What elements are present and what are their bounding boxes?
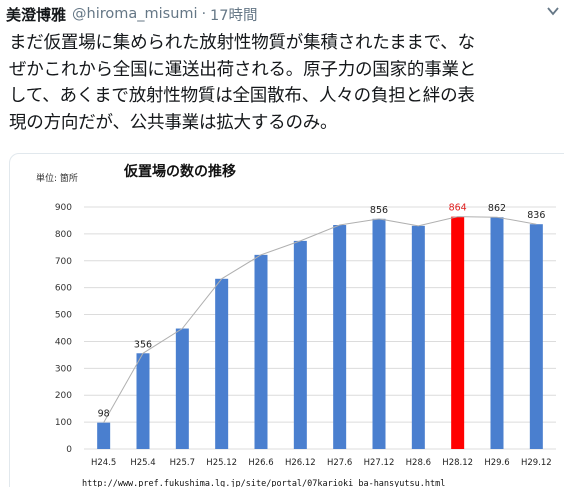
data-label: 98 [98,409,110,420]
tweet-text-line: して、あくまで放射性物質は全国散布、人々の負担と絆の表 [9,86,475,106]
chevron-down-icon[interactable] [546,4,560,18]
tweet-text: まだ仮置場に集められた放射性物質が集積されたままで、な ぜかこれから全国に運送出… [9,30,561,136]
data-label: 856 [370,205,388,216]
chart-image[interactable]: 単位: 箇所 仮置場の数の推移 0 100 200 300 400 500 600 700 80… [9,153,564,487]
timestamp[interactable]: 17時間 [210,7,258,24]
y-tick-label: 100 [55,418,72,428]
bar [136,353,150,449]
x-tick-label: H28.12 [442,458,473,468]
x-tick-label: H26.12 [285,458,316,468]
bar [529,224,543,449]
bar [254,254,268,449]
separator-dot: · [201,6,207,22]
tweet-text-line: 現の方向だが、公共事業は拡大するのみ。 [9,112,338,133]
bar [175,328,189,449]
x-tick-label: H25.12 [206,458,237,468]
bar [333,225,347,449]
data-label: 836 [527,210,545,221]
x-tick-label: H26.6 [248,458,273,468]
bar [215,278,229,449]
bar [293,240,307,449]
y-tick-label: 500 [55,311,72,321]
chart-source-url: http://www.pref.fukushima.lg.jp/site/por… [82,479,445,487]
y-tick-label: 0 [66,445,72,455]
y-tick-label: 700 [55,257,72,267]
bar [451,216,465,449]
data-label: 864 [449,203,467,214]
x-tick-label: H25.7 [170,458,195,468]
bar-chart: 単位: 箇所 仮置場の数の推移 0 100 200 300 400 500 600 700 80… [36,163,556,487]
x-tick-label: H29.12 [521,458,552,468]
y-tick-label: 400 [55,337,72,347]
author-handle[interactable]: @hiroma_misumi [72,6,198,22]
y-tick-label: 900 [55,203,72,213]
tweet-text-line: まだ仮置場に集められた放射性物質が集積されたままで、な [9,33,475,53]
x-tick-label: H29.6 [484,458,509,468]
y-tick-label: 600 [55,284,72,294]
data-label: 862 [488,203,506,214]
bar [372,218,386,449]
x-tick-label: H27.12 [364,458,395,468]
trend-line [103,216,537,423]
y-tick-label: 800 [55,230,72,240]
tweet-text-line: ぜかこれから全国に運送出荷される。原子力の国家的事業と [9,59,477,80]
x-tick-label: H27.6 [327,458,352,468]
tweet-header: 美澄博雅 @hiroma_misumi · 17時間 [6,3,558,25]
y-tick-label: 300 [55,364,72,374]
author-name[interactable]: 美澄博雅 [6,5,67,24]
x-tick-label: H24.5 [91,458,116,468]
chart-title: 仮置場の数の推移 [123,163,236,180]
bar [490,217,504,449]
chart-unit-label: 単位: 箇所 [36,172,78,184]
x-tick-label: H28.6 [406,458,431,468]
y-tick-label: 200 [55,391,72,401]
data-label: 356 [134,339,152,350]
x-tick-label: H25.4 [130,458,155,468]
bar [411,225,425,449]
bar [97,422,111,449]
